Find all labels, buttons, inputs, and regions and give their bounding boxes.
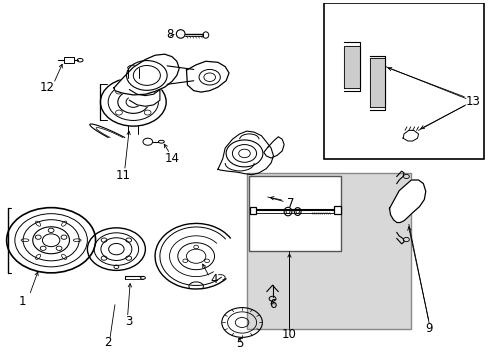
Text: 7: 7: [286, 197, 294, 210]
Polygon shape: [369, 56, 384, 110]
Polygon shape: [369, 58, 384, 107]
Bar: [249, 176, 341, 251]
Text: 9: 9: [425, 321, 432, 335]
Text: 4: 4: [210, 274, 217, 287]
Polygon shape: [129, 90, 160, 106]
Text: 8: 8: [165, 28, 173, 41]
Ellipse shape: [294, 208, 301, 215]
Bar: [246, 173, 410, 329]
Text: 14: 14: [164, 152, 179, 165]
Polygon shape: [114, 54, 179, 95]
Ellipse shape: [284, 207, 291, 216]
Bar: [333, 206, 341, 214]
Polygon shape: [389, 180, 425, 222]
Text: 5: 5: [236, 337, 243, 350]
Text: 1: 1: [19, 295, 26, 308]
Polygon shape: [344, 46, 359, 88]
Text: 10: 10: [282, 328, 296, 341]
Bar: [63, 57, 74, 63]
Text: 12: 12: [40, 81, 55, 94]
Text: 11: 11: [115, 169, 130, 182]
Polygon shape: [402, 130, 418, 141]
Polygon shape: [186, 61, 228, 92]
Text: 13: 13: [464, 95, 479, 108]
Text: 2: 2: [104, 336, 112, 349]
Text: 6: 6: [268, 298, 276, 311]
Text: 3: 3: [124, 315, 132, 328]
Bar: [250, 207, 256, 214]
Bar: [324, 3, 483, 159]
Polygon shape: [344, 42, 359, 91]
